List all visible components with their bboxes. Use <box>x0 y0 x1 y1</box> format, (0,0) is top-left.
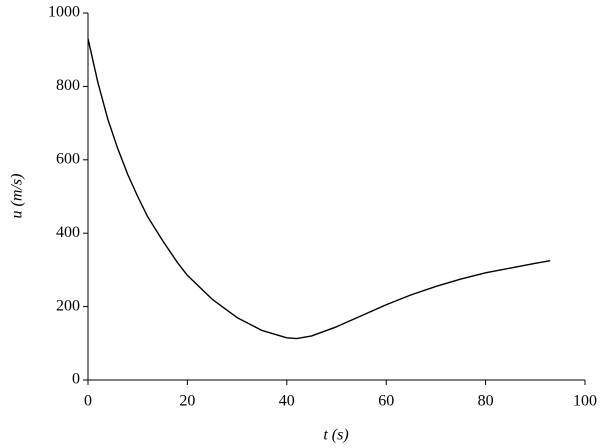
x-tick-label: 40 <box>279 393 295 410</box>
x-tick-label: 100 <box>573 393 597 410</box>
y-tick-label: 600 <box>56 150 80 167</box>
x-tick-label: 80 <box>478 393 494 410</box>
y-axis-label: u (m/s) <box>9 174 26 219</box>
y-tick-label: 400 <box>56 224 80 241</box>
x-axis-label: t (s) <box>323 427 348 444</box>
x-tick-label: 0 <box>84 393 92 410</box>
data-line <box>87 38 551 340</box>
x-tick-label: 20 <box>179 393 195 410</box>
y-tick-label: 200 <box>56 297 80 314</box>
y-tick-label: 1000 <box>48 4 80 21</box>
y-tick-label: 800 <box>56 77 80 94</box>
y-tick-label: 0 <box>72 371 80 388</box>
x-tick-label: 60 <box>378 393 394 410</box>
